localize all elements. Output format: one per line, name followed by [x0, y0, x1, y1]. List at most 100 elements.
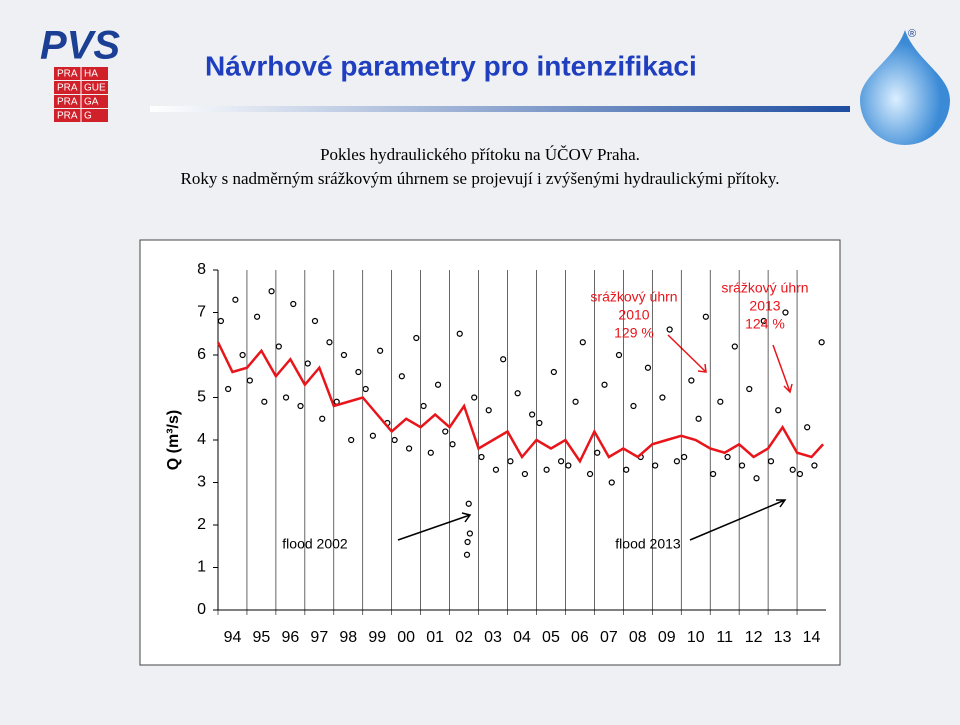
data-point: [297, 402, 304, 410]
x-tick-label: 03: [484, 629, 502, 646]
data-point: [348, 436, 355, 444]
x-tick-label: 14: [803, 629, 821, 646]
data-point: [579, 339, 586, 346]
data-point: [464, 538, 471, 546]
arrow: [772, 344, 793, 394]
data-point: [543, 466, 550, 473]
data-point: [239, 351, 246, 359]
x-tick-label: 95: [253, 629, 271, 646]
arrow: [397, 512, 472, 541]
data-point: [681, 453, 688, 461]
y-tick-label: 4: [197, 431, 206, 448]
data-point: [767, 458, 775, 465]
x-tick-label: 97: [310, 629, 328, 646]
x-tick-label: 01: [426, 629, 444, 646]
chart-frame: [139, 239, 841, 666]
data-point: [420, 402, 427, 410]
data-point: [644, 364, 652, 371]
data-point: [666, 326, 673, 333]
data-point: [623, 466, 630, 473]
data-point: [268, 288, 275, 295]
data-point: [377, 347, 384, 354]
data-point: [355, 368, 362, 376]
data-point: [775, 407, 782, 414]
data-point: [514, 390, 521, 397]
caption-line: Roky s nadměrným srážkovým úhrnem se pro…: [181, 169, 780, 188]
logo-mark: ®: [908, 28, 916, 40]
annotation: 129 %: [614, 325, 654, 341]
data-point: [413, 334, 420, 342]
data-point: [275, 343, 282, 350]
y-tick-label: 8: [197, 261, 206, 278]
x-tick-label: 00: [397, 629, 415, 646]
x-tick-label: 08: [629, 629, 647, 646]
data-point: [709, 470, 717, 478]
data-point: [572, 398, 579, 405]
data-point: [369, 432, 376, 439]
x-tick-label: 05: [542, 629, 560, 646]
x-tick-label: 10: [687, 629, 705, 646]
y-tick-label: 7: [197, 304, 206, 321]
annotation: 2013: [749, 298, 780, 314]
data-point: [232, 296, 239, 303]
data-point: [449, 441, 456, 448]
y-tick-label: 3: [197, 474, 206, 491]
logo-text: PRA: [57, 97, 78, 108]
data-point: [290, 300, 297, 308]
data-point: [340, 351, 348, 359]
data-point: [782, 309, 789, 316]
data-point: [427, 449, 434, 456]
data-point: [702, 313, 709, 320]
x-tick-label: 11: [716, 629, 733, 646]
x-tick-label: 07: [600, 629, 618, 646]
data-point: [746, 385, 753, 393]
data-point: [586, 470, 594, 478]
logo-text: PRA: [57, 83, 78, 94]
data-point: [434, 381, 442, 388]
data-point: [557, 458, 565, 465]
data-point: [405, 445, 413, 452]
trend-line: [216, 341, 825, 464]
data-point: [594, 449, 601, 456]
data-point: [753, 475, 760, 482]
annotation: srážkový úhrn: [590, 289, 677, 305]
data-point: [217, 317, 224, 325]
annotation: flood 2002: [282, 536, 348, 552]
data-point: [478, 453, 485, 461]
data-point: [529, 411, 536, 418]
x-tick-label: 94: [224, 629, 242, 646]
annotation: 2010: [618, 307, 649, 323]
x-tick-label: 99: [368, 629, 386, 646]
x-tick-label: 06: [571, 629, 589, 646]
data-point: [565, 462, 572, 469]
data-point: [550, 368, 557, 376]
data-point: [246, 377, 253, 384]
x-tick-label: 98: [339, 629, 357, 646]
y-axis-label: Q (m³/s): [165, 410, 182, 470]
data-point: [717, 398, 724, 405]
data-point: [326, 339, 333, 346]
data-point: [652, 462, 659, 469]
data-point: [398, 373, 405, 380]
data-point: [225, 385, 232, 393]
logo-rows: PRA HA PRA GUE PRA GA PRA G: [54, 67, 108, 122]
logo-text: PRA: [57, 111, 78, 122]
data-point: [608, 479, 615, 486]
data-point: [659, 394, 666, 401]
data-point: [536, 419, 543, 427]
arrow: [689, 499, 787, 541]
data-point: [391, 436, 398, 444]
data-point: [695, 415, 702, 422]
logo-text: PRA: [57, 69, 78, 80]
x-tick-label: 02: [455, 629, 473, 646]
x-tick-label: 96: [281, 629, 299, 646]
data-point: [688, 377, 695, 384]
data-point: [615, 351, 623, 359]
x-tick-label: 04: [513, 629, 531, 646]
data-point: [471, 394, 478, 401]
data-point: [601, 381, 608, 388]
logo-text: G: [84, 111, 92, 122]
data-point: [485, 407, 492, 414]
